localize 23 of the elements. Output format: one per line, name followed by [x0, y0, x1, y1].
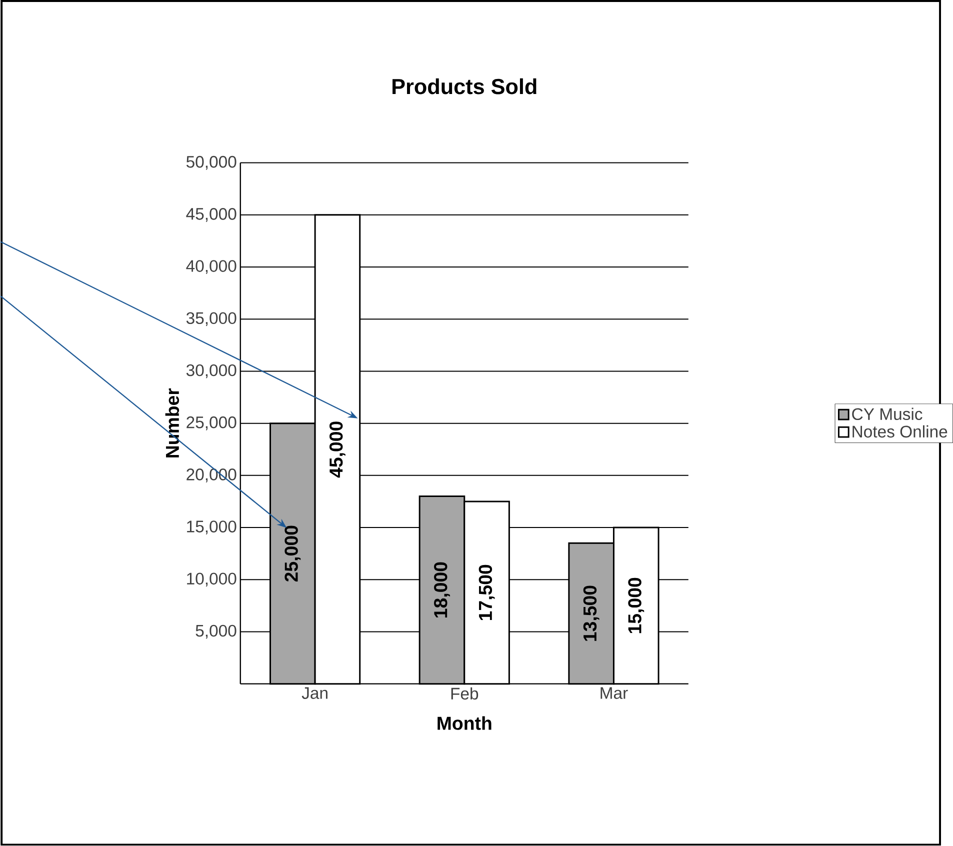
x-tick-label: Feb — [451, 687, 478, 700]
y-tick-label: 25,000 — [186, 416, 236, 430]
chart-title: Products Sold — [392, 78, 536, 94]
y-tick-label: 30,000 — [186, 364, 236, 378]
legend-label: CY Music — [852, 408, 922, 420]
y-tick-label: 5,000 — [196, 624, 236, 639]
data-label: 13,500 — [583, 586, 600, 642]
data-label: 45,000 — [329, 422, 346, 478]
data-label: 18,000 — [434, 562, 450, 618]
y-tick-label: 10,000 — [187, 572, 236, 587]
y-axis-title: Number — [165, 388, 180, 458]
legend-label: Notes Online — [852, 425, 948, 438]
y-tick-label: 50,000 — [186, 156, 236, 170]
y-tick-label: 15,000 — [187, 520, 236, 535]
data-label: 25,000 — [284, 526, 301, 582]
data-label: 15,000 — [628, 578, 644, 634]
y-tick-label: 45,000 — [186, 208, 236, 222]
data-label: 17,500 — [478, 565, 495, 620]
x-tick-label: Jan — [302, 687, 328, 700]
y-tick-label: 40,000 — [186, 260, 236, 274]
y-tick-label: 35,000 — [186, 312, 236, 326]
x-axis-title: Month — [438, 716, 492, 730]
x-tick-label: Mar — [600, 687, 628, 700]
